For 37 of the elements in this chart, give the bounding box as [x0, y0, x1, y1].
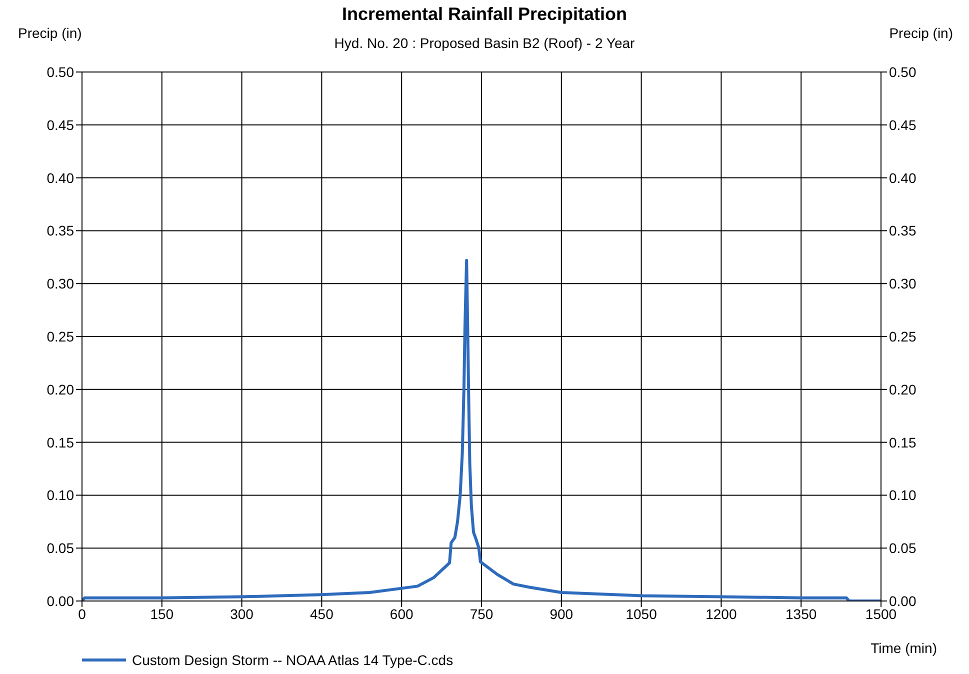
x-tick-label: 600 — [390, 606, 414, 622]
y2-tick-label: 0.25 — [889, 328, 916, 344]
chart-title: Incremental Rainfall Precipitation — [340, 4, 628, 25]
y-axis-title: Precip (in) — [18, 25, 82, 41]
y-tick-label: 0.30 — [46, 276, 74, 292]
x-tick-label: 1200 — [706, 606, 737, 622]
y-tick-label: 0.50 — [46, 64, 74, 80]
y2-tick-label: 0.40 — [889, 170, 916, 186]
y-tick-label: 0.00 — [46, 592, 74, 609]
x-tick-label: 300 — [230, 606, 254, 622]
y2-tick-label: 0.20 — [889, 381, 916, 398]
y-tick-label: 0.25 — [46, 328, 74, 344]
y-tick-label: 0.10 — [46, 487, 74, 504]
x-tick-label: 450 — [310, 606, 334, 622]
y2-tick-label: 0.35 — [889, 222, 916, 239]
x-tick-label: 1050 — [626, 606, 658, 622]
y2-axis-title: Precip (in) — [889, 25, 953, 41]
x-tick-label: 750 — [470, 606, 494, 622]
y2-tick-label: 0.10 — [889, 487, 916, 504]
x-tick-label: 150 — [150, 606, 174, 622]
y-tick-label: 0.35 — [46, 222, 74, 239]
y-tick-label: 0.05 — [46, 540, 74, 556]
y-tick-label: 0.20 — [46, 381, 74, 398]
y2-tick-label: 0.45 — [889, 116, 916, 133]
legend-label: Custom Design Storm -- NOAA Atlas 14 Type-C.cds — [132, 652, 454, 668]
y-tick-label: 0.40 — [46, 170, 74, 186]
y2-tick-label: 0.05 — [889, 540, 916, 556]
y2-tick-label: 0.50 — [889, 64, 916, 80]
x-tick-label: 0 — [78, 606, 86, 622]
y-tick-label: 0.15 — [46, 434, 74, 450]
x-axis-title: Time (min) — [870, 640, 937, 656]
y2-tick-label: 0.30 — [889, 276, 916, 292]
x-tick-label: 1350 — [786, 606, 817, 622]
x-tick-label: 900 — [550, 606, 574, 622]
y2-tick-label: 0.15 — [889, 434, 916, 450]
y-tick-label: 0.45 — [46, 116, 74, 133]
chart-subtitle: Hyd. No. 20 : Proposed Basin B2 (Roof) - 2 Year — [334, 35, 635, 51]
